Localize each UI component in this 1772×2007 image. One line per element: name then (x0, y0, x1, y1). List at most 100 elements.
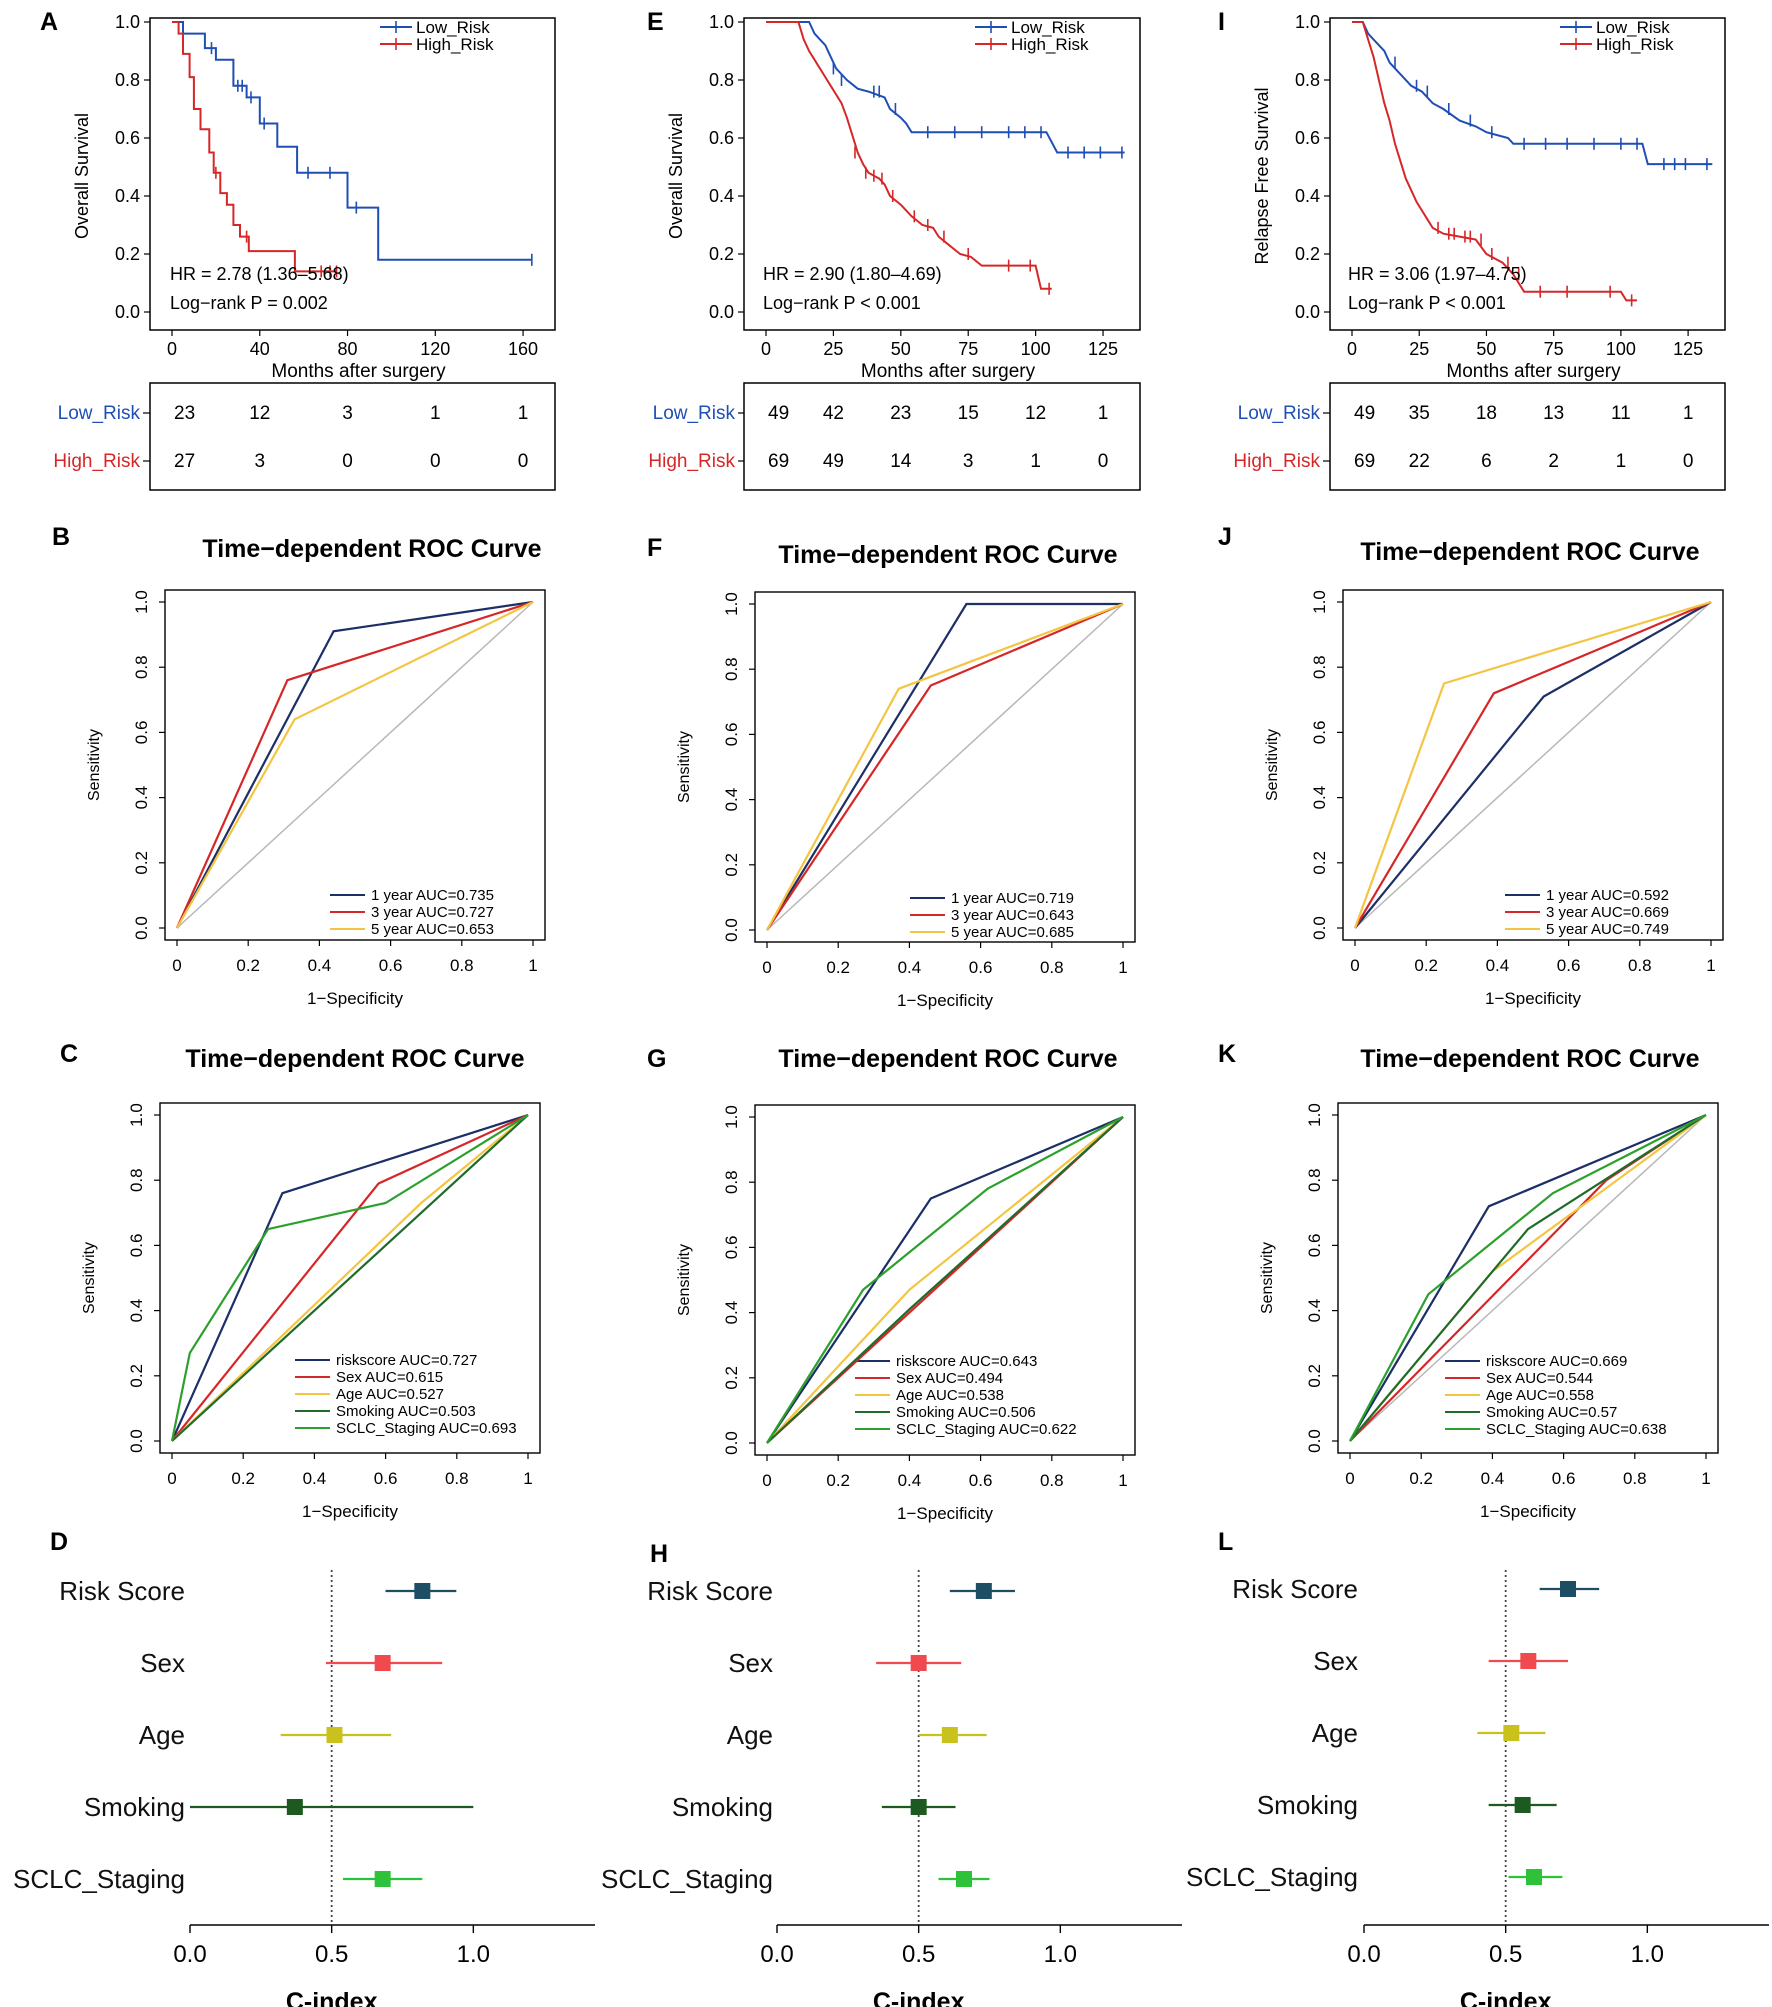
x-tick-label: 25 (1409, 339, 1429, 359)
forest-panel-L: 0.0 0.5 1.0 C-index Risk Score Sex Age Smoking S… (1186, 1570, 1769, 2007)
x-tick-label: 0.2 (826, 1471, 850, 1490)
roc-curve (766, 602, 1124, 931)
y-tick-label: 0.6 (1305, 1234, 1324, 1258)
row-label: Age (139, 1720, 185, 1750)
row-label: Sex (728, 1648, 773, 1678)
risk-table-frame (149, 382, 556, 491)
x-tick-label: 0.4 (308, 956, 332, 975)
row-label: SCLC_Staging (601, 1864, 773, 1894)
legend-label: Low_Risk (1596, 18, 1670, 37)
x-tick-label: 0.4 (1486, 956, 1510, 975)
risk-table: Low_Risk 49 42 23 15 12 1 High_Risk 69 49 14 3 1 0 (648, 382, 1141, 491)
x-tick-label: 1 (523, 1469, 532, 1488)
y-tick-label: 0.6 (709, 128, 734, 148)
point-estimate (1520, 1653, 1537, 1669)
x-axis-label: Months after surgery (861, 361, 1036, 382)
row-label: Smoking (672, 1792, 773, 1822)
y-tick-label: 0.4 (722, 788, 741, 812)
point-estimate (910, 1799, 927, 1815)
chart-title: Time−dependent ROC Curve (1360, 1045, 1699, 1073)
x-tick-label: 1.0 (1044, 1941, 1077, 1968)
legend-label: riskscore AUC=0.643 (896, 1353, 1037, 1370)
row-label: Smoking (84, 1792, 185, 1822)
x-tick-label: 0 (167, 1469, 176, 1488)
forest-panel-H: 0.0 0.5 1.0 C-index Risk Score Sex Age Smoking S… (601, 1570, 1182, 2007)
row-label: Risk Score (1232, 1574, 1358, 1604)
x-axis-label: 1−Specificity (1480, 1502, 1576, 1521)
survival-curve-high-risk (172, 21, 337, 273)
legend-label: SCLC_Staging AUC=0.622 (896, 1421, 1077, 1438)
legend-label: Sex AUC=0.615 (336, 1369, 443, 1386)
risk-count: 23 (890, 403, 911, 424)
legend-label: 3 year AUC=0.643 (951, 907, 1074, 924)
legend-label: Age AUC=0.538 (896, 1387, 1004, 1404)
x-axis-label: 1−Specificity (302, 1502, 398, 1521)
x-tick-label: 0.0 (173, 1941, 206, 1968)
x-tick-label: 0 (762, 958, 771, 977)
x-tick-label: 0.2 (826, 958, 850, 977)
x-axis-label: C-index (286, 1988, 378, 2007)
point-estimate (910, 1655, 927, 1671)
row-label: SCLC_Staging (1186, 1862, 1358, 1892)
x-tick-label: 0.4 (1481, 1469, 1505, 1488)
y-tick-label: 0.4 (115, 186, 140, 206)
legend-label: High_Risk (416, 35, 494, 54)
y-tick-label: 1.0 (115, 12, 140, 32)
x-tick-label: 0 (1347, 339, 1357, 359)
legend-label: 1 year AUC=0.735 (371, 887, 494, 904)
x-tick-label: 0.2 (1414, 956, 1438, 975)
legend-label: 1 year AUC=0.592 (1546, 887, 1669, 904)
roc-curve (171, 1114, 529, 1442)
km-panel-I: 0.0 0.2 0.4 0.6 0.8 1.0 0 25 50 75 100 125 Months af… (1233, 12, 1726, 491)
y-tick-label: 0.4 (1295, 186, 1320, 206)
risk-count: 12 (249, 403, 270, 424)
roc-curve (1353, 600, 1712, 929)
panel-letter-b: B (52, 523, 70, 551)
plot-frame (164, 589, 546, 941)
x-tick-label: 40 (250, 339, 270, 359)
x-tick-label: 0.6 (379, 956, 403, 975)
y-tick-label: 1.0 (132, 590, 151, 614)
y-tick-label: 0.2 (722, 1366, 741, 1390)
y-tick-label: 0.2 (127, 1364, 146, 1388)
x-tick-label: 0 (167, 339, 177, 359)
legend-label: 5 year AUC=0.685 (951, 924, 1074, 941)
x-tick-label: 0.4 (303, 1469, 327, 1488)
y-tick-label: 0.0 (115, 302, 140, 322)
risk-row-label: Low_Risk (58, 403, 141, 424)
roc-panel-F: Time−dependent ROC Curve 0 0.2 0.4 0.6 0.8 1 0.… (676, 541, 1136, 1010)
plot-frame (754, 1104, 1136, 1456)
legend-label: High_Risk (1011, 35, 1089, 54)
risk-count: 18 (1476, 403, 1497, 424)
y-tick-label: 0.0 (722, 918, 741, 942)
y-tick-label: 1.0 (722, 592, 741, 616)
risk-row-label: High_Risk (53, 451, 140, 472)
risk-count: 15 (958, 403, 979, 424)
panel-letter-i: I (1218, 8, 1225, 36)
risk-count: 0 (518, 451, 529, 472)
risk-count: 14 (890, 451, 912, 472)
risk-row-label: High_Risk (1233, 451, 1320, 472)
legend-label: Sex AUC=0.544 (1486, 1370, 1593, 1387)
y-tick-label: 1.0 (1295, 12, 1320, 32)
x-tick-label: 0.6 (1552, 1469, 1576, 1488)
y-tick-label: 0.4 (132, 786, 151, 810)
y-tick-label: 0.8 (1310, 655, 1329, 679)
x-tick-label: 0.4 (898, 958, 922, 977)
risk-count: 0 (1683, 451, 1694, 472)
x-tick-label: 50 (891, 339, 911, 359)
x-tick-label: 125 (1673, 339, 1703, 359)
point-estimate (1560, 1581, 1576, 1597)
risk-count: 35 (1409, 403, 1430, 424)
plot-frame (149, 17, 556, 331)
risk-count: 1 (430, 403, 441, 424)
legend-label: Smoking AUC=0.503 (336, 1403, 476, 1420)
y-axis-label: Sensitivity (676, 731, 693, 803)
y-axis-label: Relapse Free Survival (1252, 87, 1272, 264)
x-tick-label: 0 (762, 1471, 771, 1490)
x-axis-label: Months after surgery (1446, 361, 1621, 382)
y-tick-label: 0.2 (1305, 1364, 1324, 1388)
risk-count: 1 (518, 403, 529, 424)
point-estimate (1514, 1797, 1531, 1813)
